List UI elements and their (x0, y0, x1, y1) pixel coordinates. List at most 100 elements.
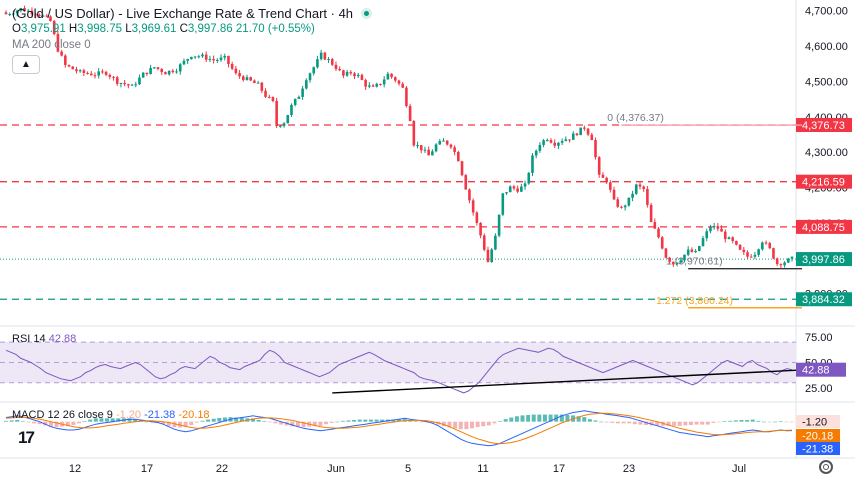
candle-body (746, 252, 749, 257)
macd-hist-bar (20, 421, 25, 422)
macd-hist-bar (318, 421, 323, 426)
ohlc-low: 3,969.61 (131, 23, 177, 35)
time-tick-label: Jun (327, 463, 345, 475)
candle-body (45, 15, 49, 17)
candle-body (234, 68, 238, 74)
candle-body (223, 55, 227, 58)
candle-body (631, 193, 634, 198)
candle-body (638, 184, 642, 187)
macd-hist-bar (548, 414, 553, 422)
candle-body (164, 72, 167, 75)
candle-body (12, 13, 15, 15)
candle-body (397, 80, 401, 84)
candle-body (104, 71, 108, 75)
macd-hist-bar (531, 414, 536, 422)
candle-body (19, 8, 23, 11)
candle-body (449, 144, 453, 148)
macd-hist-value: -1.20 (115, 409, 142, 421)
macd-legend[interactable]: MACD 12 26 close 9 -1.20 -21.38 -20.18 (12, 409, 210, 421)
candle-body (549, 140, 553, 143)
macd-hist-bar (430, 421, 435, 424)
macd-hist-bar (576, 416, 581, 422)
ohlc-open: 3,975.91 (20, 23, 66, 35)
candle-body (642, 186, 645, 190)
candle-body (371, 85, 375, 87)
candle-body (605, 177, 608, 183)
macd-hist-bar (615, 421, 620, 424)
macd-hist-bar (222, 417, 227, 422)
ohlc-high: 3,998.75 (77, 23, 122, 35)
time-tick-label: 11 (477, 463, 488, 475)
macd-hist-bar (301, 421, 306, 428)
macd-value-bg (796, 415, 840, 428)
candle-body (442, 140, 445, 142)
chart-title: (Gold / US Dollar) - Live Exchange Rate … (12, 6, 373, 21)
candle-body (138, 77, 141, 85)
candle-body (505, 192, 508, 194)
macd-hist-bar (593, 420, 598, 422)
candle-body (26, 10, 30, 12)
candle-body (560, 141, 564, 143)
macd-hist-bar (761, 421, 766, 423)
candle-body (82, 70, 86, 74)
ma-legend[interactable]: MA 200 close 0 (12, 39, 91, 51)
macd-hist-bar (352, 420, 357, 422)
price-tick-label: 4,600.00 (805, 41, 848, 53)
tradingview-logo-icon[interactable]: 17 (18, 428, 35, 447)
macd-hist-bar (391, 419, 396, 422)
candle-body (219, 57, 223, 60)
macd-hist-bar (133, 419, 138, 422)
candle-body (701, 238, 705, 247)
candle-body (297, 96, 301, 99)
macd-hist-bar (677, 421, 682, 426)
candle-body (38, 14, 41, 16)
candle-body (468, 189, 471, 201)
candle-body (290, 104, 293, 115)
gear-icon[interactable] (819, 460, 833, 474)
ohlc-legend: O3,975.91 H3,998.75 L3,969.61 C3,997.86 … (12, 23, 315, 35)
ohlc-close-label: C (179, 23, 188, 35)
level-label-bg (796, 219, 852, 234)
macd-hist-bar (599, 421, 604, 423)
macd-hist-bar (32, 421, 37, 424)
candle-body (145, 72, 149, 75)
candle-body (175, 71, 178, 73)
candle-body (141, 72, 145, 78)
candle-body (464, 175, 468, 190)
live-dot-icon (361, 8, 373, 19)
macd-hist-bar (520, 415, 525, 422)
macd-hist-bar (200, 420, 205, 422)
candle-body (171, 70, 175, 73)
ohlc-open-label: O (12, 23, 21, 35)
macd-hist-bar (324, 421, 329, 425)
time-tick-label: 23 (623, 463, 635, 475)
candle-body (282, 123, 286, 126)
macd-hist-bar (26, 421, 31, 423)
level-label-bg (796, 252, 852, 267)
candle-body (345, 72, 349, 76)
candle-body (216, 59, 219, 61)
rsi-legend-value: 42.88 (48, 333, 77, 345)
macd-hist-bar (649, 421, 654, 426)
rsi-line (5, 347, 793, 394)
rsi-value-bg (796, 362, 846, 377)
collapse-legend-button[interactable]: ▲ (12, 55, 40, 74)
candle-body (379, 83, 382, 85)
chart-title-text: (Gold / US Dollar) - Live Exchange Rate … (12, 6, 354, 21)
candle-body (4, 12, 8, 15)
candle-body (557, 142, 560, 146)
candle-body (738, 244, 742, 250)
time-tick-label: Jul (732, 463, 746, 475)
level-label: 4,376.73 (802, 120, 845, 132)
candle-body (664, 248, 668, 258)
candle-body (197, 56, 201, 58)
rsi-legend[interactable]: RSI 14 42.88 (12, 333, 76, 345)
candle-body (712, 226, 716, 228)
macd-hist-bar (621, 421, 626, 424)
macd-hist-bar (290, 421, 295, 427)
candle-body (716, 226, 720, 229)
candle-body (564, 139, 568, 142)
candle-body (531, 155, 534, 173)
candle-body (434, 144, 438, 152)
